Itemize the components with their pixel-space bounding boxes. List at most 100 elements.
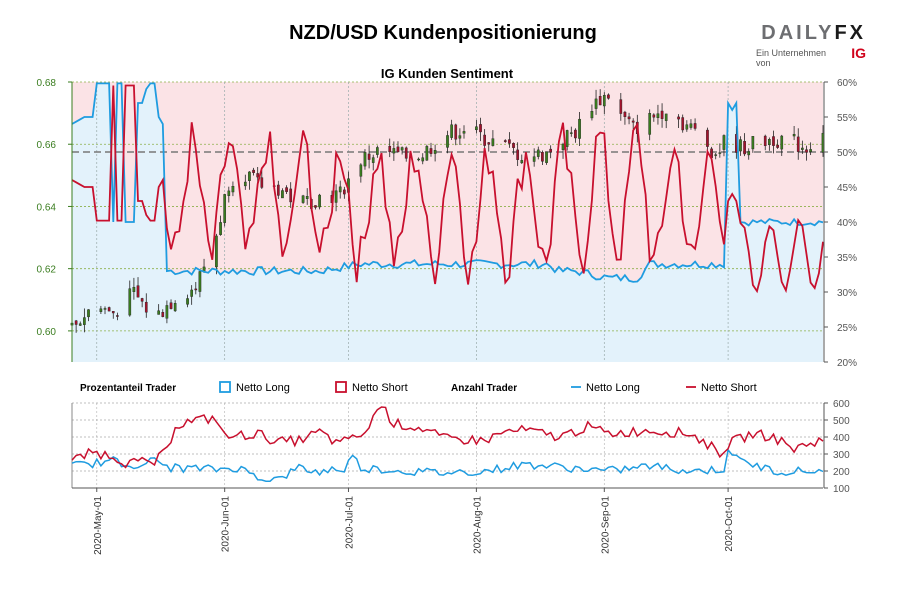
candle	[677, 114, 680, 128]
candle-body	[536, 149, 540, 157]
candle	[107, 306, 111, 312]
candle	[450, 119, 453, 140]
candle-body	[128, 288, 132, 316]
sentiment-tick-label: 40%	[837, 218, 857, 229]
candle	[186, 294, 189, 308]
candle-body	[107, 307, 111, 312]
candle-body	[714, 154, 718, 156]
candle-body	[664, 113, 668, 121]
candle	[652, 113, 656, 122]
candle	[392, 141, 396, 161]
candle	[541, 150, 544, 166]
candle	[780, 134, 784, 156]
count-tick-label: 300	[833, 450, 850, 461]
candle	[219, 215, 222, 236]
candle-body	[747, 151, 751, 156]
candle	[491, 130, 495, 147]
candle-body	[446, 135, 449, 148]
candle	[165, 300, 169, 324]
candle	[462, 125, 466, 139]
candle	[607, 93, 610, 100]
candle	[400, 146, 404, 155]
candle	[318, 193, 321, 210]
candle-body	[520, 160, 524, 164]
net-short-pct-line	[71, 84, 824, 294]
candle-body	[602, 95, 606, 107]
candle	[111, 311, 115, 319]
candle-body	[512, 143, 515, 148]
candle-body	[305, 196, 309, 199]
candle	[252, 167, 255, 176]
candle-body	[763, 135, 767, 146]
candle	[157, 304, 160, 315]
candle-body	[301, 195, 305, 203]
candle-body	[780, 135, 784, 150]
candle	[722, 134, 726, 157]
count-tick-label: 600	[833, 399, 850, 410]
candle-body	[627, 116, 631, 120]
candle	[516, 142, 519, 167]
candle-body	[231, 186, 235, 193]
candle-body	[392, 148, 396, 154]
candle-body	[165, 305, 169, 319]
candle	[429, 142, 433, 157]
candle-body	[83, 317, 86, 325]
candle-body	[545, 151, 548, 163]
candle-body	[483, 134, 486, 146]
candle-body	[454, 124, 458, 140]
candle	[276, 180, 280, 199]
sentiment-tick-label: 20%	[837, 358, 857, 369]
price-tick-label: 0.66	[37, 140, 57, 151]
candle	[376, 145, 379, 158]
candle-body	[685, 124, 689, 130]
count-tick-label: 200	[833, 467, 850, 478]
candle	[805, 145, 808, 161]
candle-body	[227, 190, 231, 196]
candle	[169, 299, 173, 310]
candle-body	[516, 149, 519, 160]
candle	[648, 109, 652, 141]
candle	[689, 119, 693, 130]
x-tick-label: 2020-Aug-01	[472, 496, 483, 554]
x-tick-label: 2020-Oct-01	[724, 496, 735, 552]
candle	[338, 180, 342, 199]
candle	[549, 145, 552, 159]
candle	[792, 125, 796, 141]
candle	[545, 151, 548, 165]
candle	[768, 137, 771, 151]
candle	[681, 114, 685, 133]
candle	[627, 112, 631, 125]
candle	[685, 120, 689, 132]
candle	[285, 185, 288, 194]
candle	[396, 141, 400, 153]
candle-body	[421, 157, 425, 162]
candle-body	[768, 139, 771, 146]
candle-body	[681, 117, 685, 131]
sentiment-tick-label: 55%	[837, 113, 857, 124]
candle-body	[404, 147, 408, 159]
candle-body	[74, 320, 78, 325]
candle-body	[569, 132, 573, 134]
candle	[190, 285, 193, 305]
candle-body	[161, 312, 165, 317]
legend-pct-long-label: Netto Long	[236, 382, 290, 394]
candle-body	[103, 308, 107, 310]
candle-body	[689, 123, 693, 128]
sentiment-tick-label: 50%	[837, 148, 857, 159]
candle-body	[718, 152, 722, 154]
x-tick-label: 2020-May-01	[93, 496, 104, 555]
candle	[565, 129, 569, 151]
candle	[454, 123, 458, 146]
candle-body	[388, 145, 392, 153]
candle	[305, 188, 309, 205]
candle-body	[743, 141, 746, 155]
candle-body	[706, 129, 709, 147]
candle	[140, 297, 144, 308]
candle-body	[194, 288, 198, 291]
candle-body	[739, 139, 742, 152]
x-tick-label: 2020-Sep-01	[600, 496, 611, 554]
candle	[194, 281, 198, 295]
candle-body	[693, 123, 697, 129]
candle	[231, 181, 235, 197]
candle	[227, 186, 231, 203]
